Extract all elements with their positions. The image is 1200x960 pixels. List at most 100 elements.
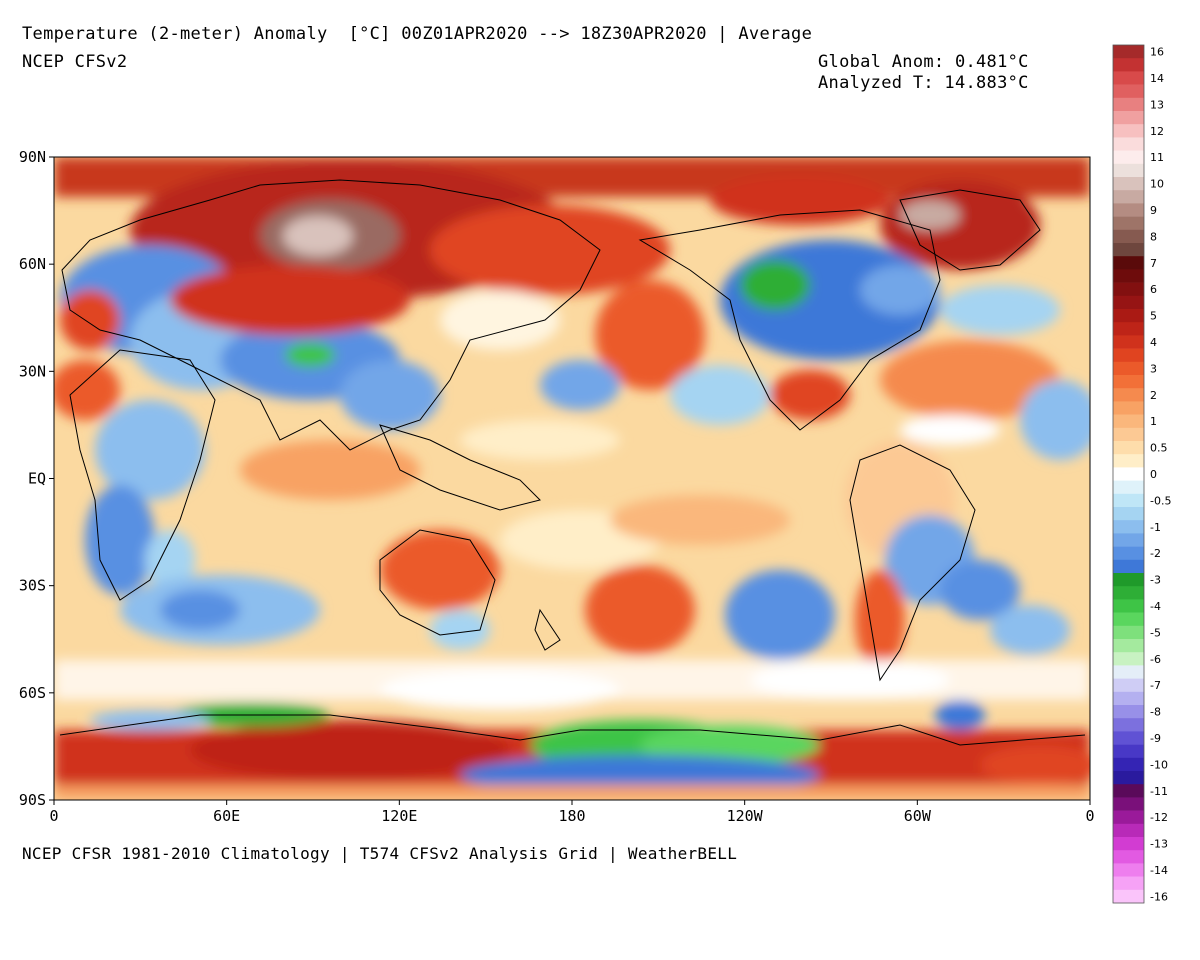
colorbar-label: -11	[1150, 785, 1168, 798]
colorbar-bin	[1113, 744, 1144, 759]
colorbar-label: 4	[1150, 336, 1157, 349]
colorbar-bin	[1113, 177, 1144, 191]
colorbar-bin	[1113, 137, 1144, 151]
colorbar-bin	[1113, 625, 1144, 640]
lon-label: 0	[49, 807, 58, 825]
colorbar-bin	[1113, 889, 1144, 904]
colorbar-label: 6	[1150, 283, 1157, 296]
colorbar-label: 13	[1150, 98, 1164, 111]
lat-label: EQ	[28, 470, 46, 488]
colorbar-label: -7	[1150, 679, 1161, 692]
colorbar-label: 1	[1150, 415, 1157, 428]
map-field	[54, 157, 1090, 800]
colorbar-bin	[1113, 559, 1144, 574]
colorbar-label: 7	[1150, 257, 1157, 270]
colorbar-bin	[1113, 718, 1144, 732]
colorbar-label: -3	[1150, 574, 1161, 587]
colorbar-label: -12	[1150, 811, 1168, 824]
colorbar-bin	[1113, 493, 1144, 508]
colorbar-label: 9	[1150, 204, 1157, 217]
colorbar-bin	[1113, 71, 1144, 85]
colorbar-bin	[1113, 546, 1144, 561]
lon-label: 120E	[381, 807, 417, 825]
lat-label: 60N	[19, 255, 46, 273]
colorbar-bin	[1113, 216, 1144, 231]
colorbar-bin	[1113, 309, 1144, 323]
greenland-outline	[899, 189, 1041, 271]
colorbar-bin	[1113, 243, 1144, 257]
colorbar-bin	[1113, 45, 1144, 59]
colorbar-label: 0.5	[1150, 442, 1168, 455]
colorbar-label: -0.5	[1150, 494, 1171, 507]
colorbar-bin	[1113, 190, 1144, 204]
colorbar-label: -8	[1150, 706, 1161, 719]
colorbar-bin	[1113, 361, 1144, 376]
colorbar-label: -1	[1150, 521, 1161, 534]
australia-outline	[379, 529, 496, 636]
south-america-outline	[849, 444, 976, 682]
colorbar-bin	[1113, 639, 1144, 653]
colorbar-bin	[1113, 58, 1144, 72]
colorbar-bin	[1113, 665, 1144, 679]
colorbar-bin	[1113, 876, 1144, 891]
colorbar-label: 10	[1150, 178, 1164, 191]
analyzed-temperature: Analyzed T: 14.883°C	[818, 73, 1029, 93]
colorbar-bin	[1113, 454, 1144, 468]
colorbar-bin	[1113, 282, 1144, 297]
maritime-continent-outline	[379, 424, 541, 511]
colorbar-bin	[1113, 533, 1144, 547]
colorbar-label: 16	[1150, 46, 1164, 59]
new-zealand-outline	[534, 608, 561, 651]
colorbar-bin	[1113, 414, 1144, 429]
colorbar-bin	[1113, 520, 1144, 534]
colorbar-bin	[1113, 203, 1144, 217]
colorbar-bin	[1113, 163, 1144, 178]
colorbar-bin	[1113, 850, 1144, 864]
colorbar-bin	[1113, 810, 1144, 825]
colorbar-label: 8	[1150, 230, 1157, 243]
north-america-outline	[638, 209, 941, 431]
colorbar-label: 0	[1150, 468, 1157, 481]
colorbar-bin	[1113, 507, 1144, 521]
colorbar-label: -13	[1150, 838, 1168, 851]
colorbar-bin	[1113, 797, 1144, 811]
colorbar-bin	[1113, 586, 1144, 600]
colorbar-bin	[1113, 375, 1144, 389]
colorbar-bin	[1113, 652, 1144, 666]
colorbar-frame	[1112, 44, 1145, 904]
colorbar-bin	[1113, 705, 1144, 719]
antarctica-outline	[59, 714, 1086, 746]
colorbar-bin	[1113, 256, 1144, 270]
lon-label: 60E	[213, 807, 240, 825]
colorbar-label: 14	[1150, 72, 1164, 85]
chart-title: Temperature (2-meter) Anomaly [°C] 00Z01…	[22, 24, 813, 44]
model-name: NCEP CFSv2	[22, 52, 128, 72]
colorbar-bin	[1113, 269, 1144, 283]
lat-label: 60S	[19, 684, 46, 702]
colorbar-bin	[1113, 348, 1144, 363]
colorbar-label: -5	[1150, 626, 1161, 639]
africa-outline	[69, 349, 216, 601]
lat-label: 30S	[19, 577, 46, 595]
colorbar-label: -2	[1150, 547, 1161, 560]
colorbar-label: 3	[1150, 362, 1157, 375]
colorbar-bin	[1113, 691, 1144, 706]
colorbar-bin	[1113, 427, 1144, 442]
colorbar-label: -4	[1150, 600, 1161, 613]
latitude-labels: 90N 60N 30N EQ 30S 60S 90S	[19, 148, 54, 809]
colorbar-label: -9	[1150, 732, 1161, 745]
lon-label: 120W	[727, 807, 764, 825]
lon-label: 0	[1085, 807, 1094, 825]
colorbar-bin	[1113, 757, 1144, 772]
colorbar-bin	[1113, 678, 1144, 693]
colorbar-bin	[1113, 229, 1144, 244]
colorbar: 16 14 13 12 11 10 9 8 7 6 5 4 3 2 1 0.5 0 -0.5 -1 -2 -3 -4 -5 -…	[1112, 44, 1171, 904]
colorbar-label: 11	[1150, 151, 1164, 164]
colorbar-bin	[1113, 467, 1144, 481]
global-anomaly: Global Anom: 0.481°C	[818, 52, 1029, 72]
colorbar-bin	[1113, 731, 1144, 745]
colorbar-bin	[1113, 784, 1144, 798]
colorbar-bin	[1113, 295, 1144, 310]
colorbar-bin	[1113, 837, 1144, 851]
colorbar-label: 12	[1150, 125, 1164, 138]
